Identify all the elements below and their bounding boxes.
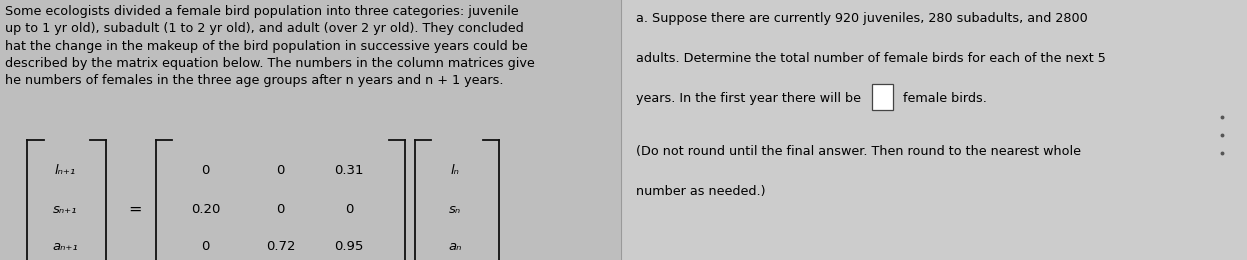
Text: lₙ: lₙ [450, 164, 460, 177]
Text: 0.31: 0.31 [334, 164, 364, 177]
Text: 0: 0 [202, 240, 209, 253]
Text: =: = [128, 202, 141, 217]
Text: aₙ₊₁: aₙ₊₁ [52, 240, 77, 253]
Text: adults. Determine the total number of female birds for each of the next 5: adults. Determine the total number of fe… [636, 52, 1106, 65]
Text: 0: 0 [277, 164, 284, 177]
Text: sₙ₊₁: sₙ₊₁ [52, 203, 77, 216]
Text: 0.72: 0.72 [266, 240, 296, 253]
Text: number as needed.): number as needed.) [636, 185, 766, 198]
Text: 0.20: 0.20 [191, 203, 221, 216]
Text: female birds.: female birds. [899, 92, 988, 105]
Text: 0: 0 [345, 203, 353, 216]
Bar [621, 0, 1247, 260]
Text: 0: 0 [277, 203, 284, 216]
Text: sₙ: sₙ [449, 203, 461, 216]
Bar [872, 84, 893, 110]
Bar [0, 0, 621, 260]
Text: Some ecologists divided a female bird population into three categories: juvenile: Some ecologists divided a female bird po… [5, 5, 535, 87]
Text: (Do not round until the final answer. Then round to the nearest whole: (Do not round until the final answer. Th… [636, 145, 1081, 158]
Text: 0: 0 [202, 164, 209, 177]
Text: 0.95: 0.95 [334, 240, 364, 253]
Text: years. In the first year there will be: years. In the first year there will be [636, 92, 865, 105]
Text: lₙ₊₁: lₙ₊₁ [54, 164, 76, 177]
Text: a. Suppose there are currently 920 juveniles, 280 subadults, and 2800: a. Suppose there are currently 920 juven… [636, 12, 1087, 25]
Text: aₙ: aₙ [449, 240, 461, 253]
